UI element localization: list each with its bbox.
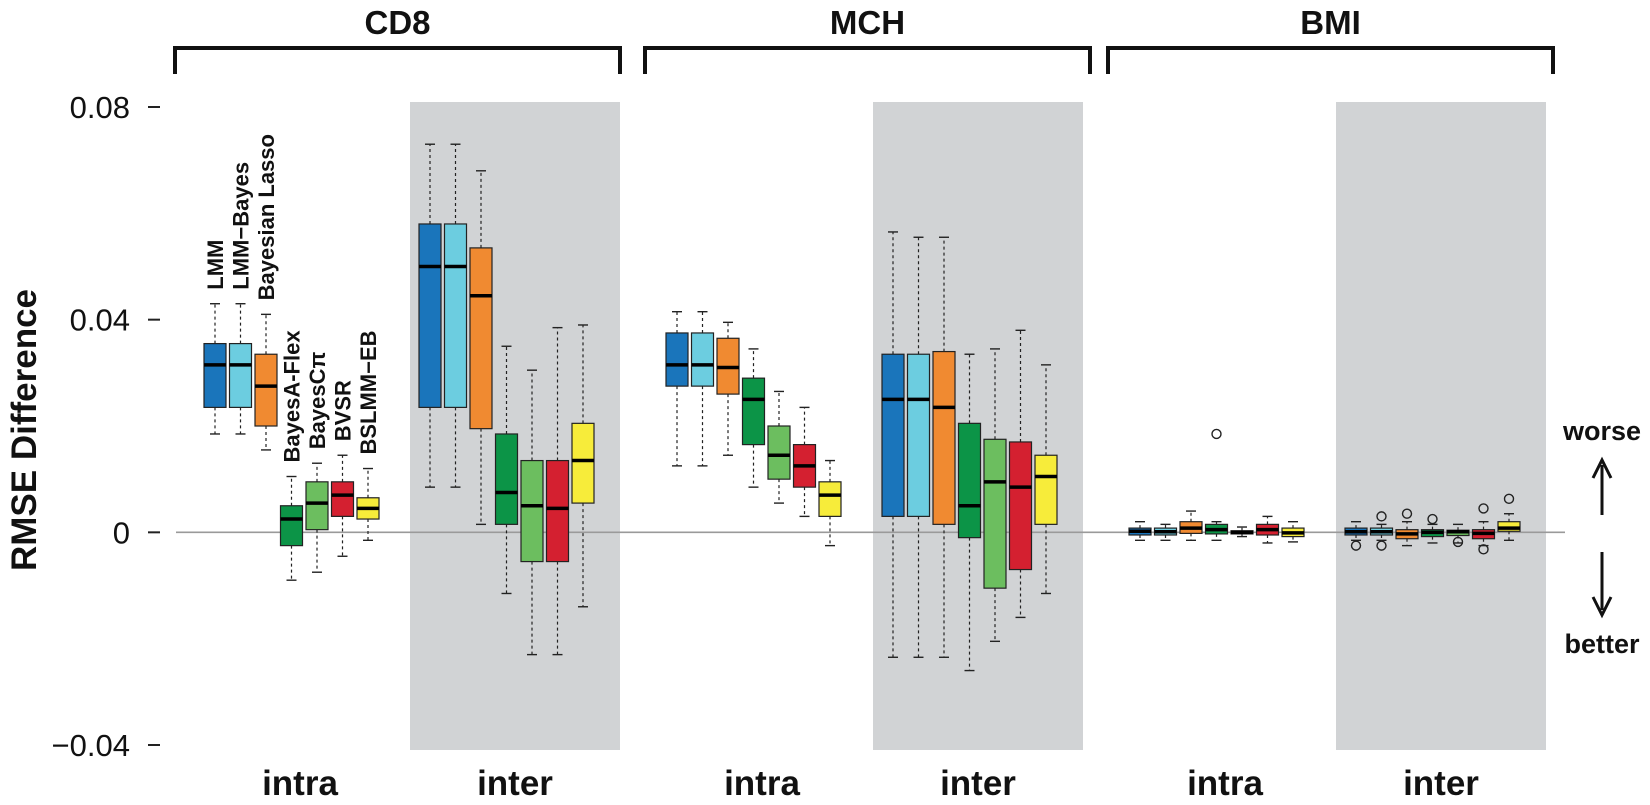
- method-label: BSLMM−EB: [356, 330, 381, 454]
- trait-title: MCH: [830, 4, 905, 41]
- panel-shade: [1336, 102, 1546, 750]
- method-label: BayesCπ: [305, 351, 330, 449]
- better-label: better: [1564, 629, 1640, 659]
- panel-label: intra: [1187, 764, 1263, 800]
- box: [767, 425, 791, 480]
- panel-label: intra: [724, 764, 800, 800]
- box: [983, 438, 1007, 589]
- box: [228, 342, 253, 408]
- y-tick-label: 0.08: [70, 90, 130, 125]
- box: [279, 505, 304, 547]
- worse-arrowhead: [1591, 456, 1613, 479]
- box: [690, 332, 715, 387]
- box: [665, 332, 689, 387]
- panel-label: inter: [940, 764, 1016, 800]
- box: [818, 481, 842, 517]
- panel-label: intra: [262, 764, 338, 800]
- worse-label: worse: [1562, 416, 1641, 446]
- box: [906, 353, 931, 517]
- box: [571, 422, 595, 504]
- y-tick-label: 0: [113, 515, 130, 550]
- method-label: LMM−Bayes: [229, 162, 254, 290]
- box: [254, 353, 278, 427]
- box: [545, 459, 570, 563]
- box: [443, 223, 468, 408]
- outlier-point: [1427, 513, 1438, 525]
- outlier-point: [1376, 511, 1387, 522]
- outlier-point: [1211, 428, 1222, 440]
- trait-title: CD8: [364, 4, 430, 41]
- box: [330, 481, 355, 517]
- box: [494, 433, 519, 525]
- box: [932, 350, 956, 525]
- better-arrowhead: [1591, 596, 1613, 619]
- box: [418, 223, 442, 408]
- method-label: BVSR: [331, 380, 356, 441]
- method-label: BayesA-Flex: [280, 330, 305, 463]
- outlier-point: [1478, 544, 1489, 555]
- trait-bracket: [643, 46, 1092, 74]
- y-tick-label: 0.04: [70, 303, 130, 338]
- panel-label: inter: [477, 764, 553, 800]
- box: [469, 247, 493, 430]
- box: [1008, 441, 1033, 571]
- outlier-point: [1401, 508, 1413, 519]
- outlier-point: [1376, 540, 1387, 551]
- method-label: LMM: [203, 240, 228, 290]
- box: [203, 342, 227, 408]
- box: [520, 459, 544, 563]
- trait-title: BMI: [1300, 4, 1361, 41]
- trait-bracket: [173, 46, 622, 74]
- trait-bracket: [1106, 46, 1555, 74]
- y-axis-label: RMSE Difference: [5, 289, 44, 571]
- box: [957, 422, 982, 539]
- outlier-point: [1478, 503, 1489, 514]
- box: [1034, 454, 1058, 525]
- box: [305, 481, 329, 531]
- box: [881, 353, 905, 517]
- method-label: Bayesian Lasso: [254, 134, 279, 300]
- outlier-point: [1452, 536, 1464, 548]
- box: [741, 377, 766, 446]
- y-tick-label: −0.04: [52, 728, 130, 763]
- panel-label: inter: [1403, 764, 1479, 800]
- outlier-point: [1503, 493, 1515, 505]
- outlier-point: [1350, 540, 1362, 551]
